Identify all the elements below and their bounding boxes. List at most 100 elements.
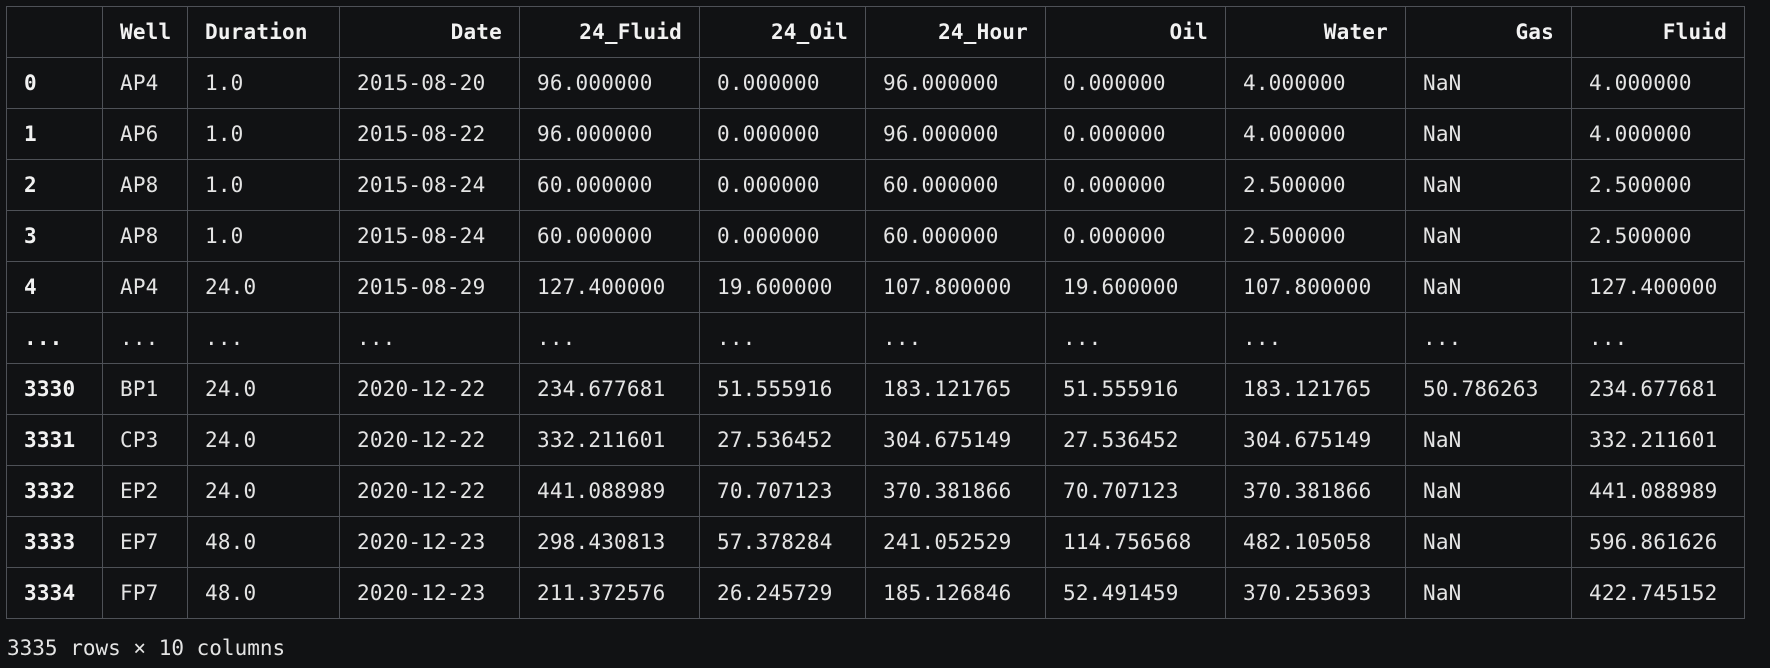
table-row: 2 AP8 1.0 2015-08-24 60.000000 0.000000 … <box>6 159 1745 211</box>
cell-24-oil: 57.378284 <box>699 516 866 568</box>
cell-24-oil: ... <box>699 312 866 364</box>
cell-gas: NaN <box>1405 159 1572 211</box>
row-index: 3330 <box>6 363 103 415</box>
column-header-24-oil: 24_Oil <box>699 6 866 58</box>
cell-water: 107.800000 <box>1225 261 1406 313</box>
cell-24-hour: 60.000000 <box>865 210 1046 262</box>
cell-date: 2020-12-23 <box>339 516 520 568</box>
cell-date: 2015-08-24 <box>339 159 520 211</box>
cell-24-fluid: ... <box>519 312 700 364</box>
cell-24-hour: 107.800000 <box>865 261 1046 313</box>
row-index: 3334 <box>6 567 103 619</box>
cell-water: 2.500000 <box>1225 210 1406 262</box>
cell-24-hour: ... <box>865 312 1046 364</box>
cell-date: 2015-08-29 <box>339 261 520 313</box>
cell-24-fluid: 298.430813 <box>519 516 700 568</box>
cell-oil: 114.756568 <box>1045 516 1226 568</box>
cell-oil: 0.000000 <box>1045 108 1226 160</box>
row-index: 2 <box>6 159 103 211</box>
cell-fluid: 596.861626 <box>1571 516 1745 568</box>
cell-24-hour: 96.000000 <box>865 57 1046 109</box>
cell-date: 2020-12-22 <box>339 363 520 415</box>
cell-24-hour: 183.121765 <box>865 363 1046 415</box>
cell-water: 482.105058 <box>1225 516 1406 568</box>
cell-24-oil: 70.707123 <box>699 465 866 517</box>
cell-gas: NaN <box>1405 261 1572 313</box>
cell-24-oil: 51.555916 <box>699 363 866 415</box>
cell-gas: NaN <box>1405 465 1572 517</box>
cell-fluid: 127.400000 <box>1571 261 1745 313</box>
table-row: 3330 BP1 24.0 2020-12-22 234.677681 51.5… <box>6 363 1745 415</box>
cell-24-oil: 0.000000 <box>699 210 866 262</box>
cell-water: 370.381866 <box>1225 465 1406 517</box>
cell-gas: NaN <box>1405 108 1572 160</box>
cell-24-hour: 96.000000 <box>865 108 1046 160</box>
row-index: 3331 <box>6 414 103 466</box>
cell-duration: 1.0 <box>187 108 340 160</box>
cell-gas: NaN <box>1405 567 1572 619</box>
cell-well: FP7 <box>102 567 188 619</box>
cell-24-fluid: 96.000000 <box>519 57 700 109</box>
cell-oil: 70.707123 <box>1045 465 1226 517</box>
cell-well: AP4 <box>102 57 188 109</box>
cell-well: CP3 <box>102 414 188 466</box>
table-row: 0 AP4 1.0 2015-08-20 96.000000 0.000000 … <box>6 57 1745 109</box>
cell-date: 2015-08-20 <box>339 57 520 109</box>
column-header-well: Well <box>102 6 188 58</box>
cell-duration: 24.0 <box>187 465 340 517</box>
cell-24-oil: 26.245729 <box>699 567 866 619</box>
column-header-24-hour: 24_Hour <box>865 6 1046 58</box>
column-header-24-fluid: 24_Fluid <box>519 6 700 58</box>
cell-fluid: ... <box>1571 312 1745 364</box>
cell-date: 2015-08-24 <box>339 210 520 262</box>
cell-24-hour: 60.000000 <box>865 159 1046 211</box>
cell-water: 4.000000 <box>1225 108 1406 160</box>
cell-duration: 1.0 <box>187 210 340 262</box>
cell-water: 304.675149 <box>1225 414 1406 466</box>
cell-24-oil: 0.000000 <box>699 108 866 160</box>
cell-fluid: 4.000000 <box>1571 108 1745 160</box>
cell-fluid: 4.000000 <box>1571 57 1745 109</box>
cell-24-oil: 0.000000 <box>699 159 866 211</box>
cell-oil: 27.536452 <box>1045 414 1226 466</box>
cell-gas: NaN <box>1405 57 1572 109</box>
cell-24-oil: 19.600000 <box>699 261 866 313</box>
cell-date: ... <box>339 312 520 364</box>
cell-gas: NaN <box>1405 210 1572 262</box>
table-row: 3 AP8 1.0 2015-08-24 60.000000 0.000000 … <box>6 210 1745 262</box>
row-index: 3333 <box>6 516 103 568</box>
cell-24-hour: 304.675149 <box>865 414 1046 466</box>
cell-oil: ... <box>1045 312 1226 364</box>
table-row: 3332 EP2 24.0 2020-12-22 441.088989 70.7… <box>6 465 1745 517</box>
cell-water: ... <box>1225 312 1406 364</box>
ellipsis-row: ... ... ... ... ... ... ... ... ... ... … <box>6 312 1745 364</box>
cell-oil: 0.000000 <box>1045 57 1226 109</box>
dataframe-output: Well Duration Date 24_Fluid 24_Oil 24_Ho… <box>6 6 1745 619</box>
cell-24-fluid: 234.677681 <box>519 363 700 415</box>
cell-well: AP8 <box>102 210 188 262</box>
cell-fluid: 2.500000 <box>1571 210 1745 262</box>
cell-duration: 48.0 <box>187 516 340 568</box>
cell-water: 183.121765 <box>1225 363 1406 415</box>
cell-24-fluid: 60.000000 <box>519 210 700 262</box>
row-index: ... <box>6 312 103 364</box>
row-index: 3 <box>6 210 103 262</box>
cell-duration: 24.0 <box>187 261 340 313</box>
cell-date: 2020-12-22 <box>339 414 520 466</box>
cell-oil: 19.600000 <box>1045 261 1226 313</box>
table-row: 4 AP4 24.0 2015-08-29 127.400000 19.6000… <box>6 261 1745 313</box>
cell-oil: 51.555916 <box>1045 363 1226 415</box>
table-row: 3334 FP7 48.0 2020-12-23 211.372576 26.2… <box>6 567 1745 619</box>
cell-water: 4.000000 <box>1225 57 1406 109</box>
row-index: 3332 <box>6 465 103 517</box>
column-header-water: Water <box>1225 6 1406 58</box>
cell-fluid: 422.745152 <box>1571 567 1745 619</box>
cell-water: 370.253693 <box>1225 567 1406 619</box>
cell-duration: 24.0 <box>187 414 340 466</box>
table-row: 3331 CP3 24.0 2020-12-22 332.211601 27.5… <box>6 414 1745 466</box>
column-header-duration: Duration <box>187 6 340 58</box>
cell-gas: 50.786263 <box>1405 363 1572 415</box>
cell-date: 2020-12-22 <box>339 465 520 517</box>
cell-24-oil: 0.000000 <box>699 57 866 109</box>
dataframe-shape-text: 3335 rows × 10 columns <box>7 636 286 660</box>
